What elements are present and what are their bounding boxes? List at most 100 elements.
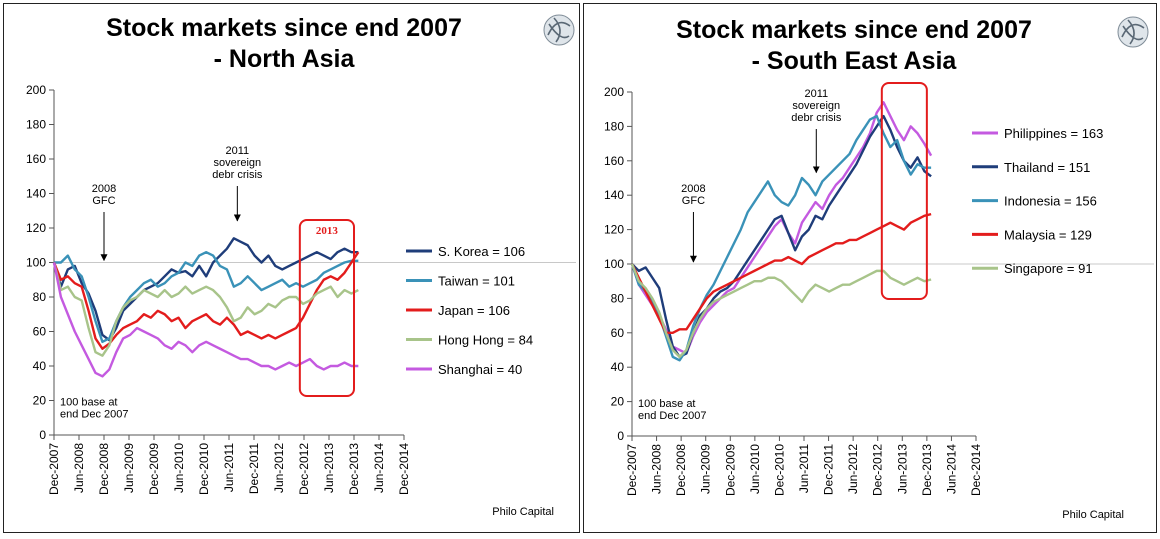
legend-label: Shanghai = 40 — [438, 362, 522, 377]
x-tick-label: Dec-2012 — [871, 444, 885, 496]
x-tick-label: Dec-2009 — [147, 443, 161, 495]
chart-title-line-1: Stock markets since end 2007 — [676, 16, 1032, 44]
x-tick-label: Jun-2013 — [895, 444, 909, 494]
logo-swirl — [1121, 19, 1145, 45]
series-line-indonesia — [630, 114, 932, 362]
annotation-line: 2011 — [804, 88, 828, 100]
base-note-line: end Dec 2007 — [638, 410, 707, 422]
y-tick-label: 60 — [611, 326, 625, 340]
base-note-line: end Dec 2007 — [60, 409, 129, 421]
y-tick-label: 120 — [26, 221, 46, 235]
x-tick-label: Dec-2008 — [97, 443, 111, 495]
x-tick-label: Dec-2013 — [347, 443, 361, 495]
chart-title-line-2: - North Asia — [214, 45, 356, 73]
x-tick-label: Dec-2013 — [920, 444, 934, 496]
chart-panel-north-asia: Stock markets since end 2007 - North Asia… — [3, 3, 580, 533]
x-tick-label: Dec-2007 — [47, 443, 61, 495]
y-tick-label: 140 — [26, 187, 46, 201]
x-tick-label: Jun-2011 — [797, 444, 811, 493]
y-tick-label: 40 — [33, 359, 47, 373]
annotation-line: 2008 — [681, 183, 705, 195]
legend-label: Singapore = 91 — [1004, 261, 1093, 276]
x-tick-label: Jun-2012 — [272, 443, 286, 493]
series-line-taiwan — [54, 250, 359, 344]
series-line-japan — [52, 251, 360, 350]
x-tick-label: Dec-2011 — [822, 444, 836, 495]
y-tick-label: 60 — [33, 325, 47, 339]
y-tick-label: 80 — [611, 291, 625, 305]
x-tick-label: Dec-2014 — [397, 443, 411, 495]
x-tick-label: Dec-2011 — [247, 443, 261, 494]
x-tick-label: Jun-2013 — [322, 443, 336, 493]
y-tick-label: 120 — [604, 223, 624, 237]
y-tick-label: 80 — [33, 290, 47, 304]
source-label: Philo Capital — [1062, 509, 1124, 521]
logo-circle — [543, 14, 575, 46]
x-tick-label: Jun-2014 — [372, 443, 386, 493]
y-tick-label: 100 — [604, 257, 624, 271]
annotation-line: debr crisis — [212, 169, 263, 181]
x-tick-label: Dec-2010 — [772, 444, 786, 496]
highlight-box — [298, 219, 356, 397]
y-tick-label: 40 — [611, 360, 625, 374]
x-tick-label: Jun-2010 — [172, 443, 186, 493]
legend-label: Japan = 106 — [438, 303, 510, 318]
x-tick-label: Jun-2011 — [222, 443, 236, 492]
legend-label: Taiwan = 101 — [438, 274, 515, 289]
series-line-shanghai — [52, 262, 359, 378]
logo-icon — [543, 14, 575, 46]
highlight-label: 2013 — [316, 225, 339, 237]
legend-label: Thailand = 151 — [1004, 160, 1090, 175]
series-line-singapore — [630, 263, 932, 359]
y-tick-label: 200 — [604, 85, 624, 99]
y-tick-label: 100 — [26, 256, 46, 270]
x-tick-label: Dec-2012 — [297, 443, 311, 495]
x-tick-label: Jun-2009 — [699, 444, 713, 494]
x-tick-label: Jun-2012 — [846, 444, 860, 494]
base-note-line: 100 base at — [60, 397, 118, 409]
legend-label: S. Korea = 106 — [438, 244, 525, 259]
logo-icon — [1117, 16, 1149, 48]
chart-title-line-2: - South East Asia — [752, 47, 958, 75]
series-line-hong-hong — [52, 262, 359, 357]
annotation-line: sovereign — [792, 100, 840, 112]
x-tick-label: Dec-2010 — [197, 443, 211, 495]
y-tick-label: 0 — [39, 428, 46, 442]
source-label: Philo Capital — [492, 506, 554, 518]
chart-panel-south-east-asia: Stock markets since end 2007 - South East… — [583, 3, 1157, 533]
annotation-line: 2011 — [226, 145, 250, 157]
annotation-line: debr crisis — [791, 112, 842, 124]
x-tick-label: Jun-2008 — [72, 443, 86, 493]
annotation-line: sovereign — [213, 157, 261, 169]
x-tick-label: Dec-2009 — [723, 444, 737, 496]
y-tick-label: 200 — [26, 83, 46, 97]
x-tick-label: Dec-2014 — [969, 444, 983, 496]
chart-south-east-asia: Stock markets since end 2007 - South East… — [604, 16, 1154, 521]
annotation-line: GFC — [682, 195, 705, 207]
x-tick-label: Dec-2008 — [674, 444, 688, 496]
legend-label: Indonesia = 156 — [1004, 194, 1097, 209]
x-tick-label: Dec-2007 — [625, 444, 639, 496]
chart-north-asia: Stock markets since end 2007 - North Asia… — [26, 14, 576, 518]
y-tick-label: 160 — [604, 154, 624, 168]
x-tick-label: Jun-2010 — [748, 444, 762, 494]
y-tick-label: 20 — [611, 395, 625, 409]
annotation-line: 2008 — [92, 183, 116, 195]
y-tick-label: 160 — [26, 152, 46, 166]
chart-title-line-1: Stock markets since end 2007 — [106, 14, 462, 42]
y-tick-label: 140 — [604, 188, 624, 202]
annotation-line: GFC — [92, 195, 115, 207]
legend-label: Hong Hong = 84 — [438, 333, 533, 348]
highlight-box — [880, 82, 928, 300]
legend-label: Philippines = 163 — [1004, 126, 1103, 141]
y-tick-label: 180 — [26, 118, 46, 132]
logo-circle — [1117, 16, 1149, 48]
y-tick-label: 0 — [617, 429, 624, 443]
x-tick-label: Jun-2014 — [944, 444, 958, 494]
series-line-thailand — [631, 114, 932, 359]
x-tick-label: Jun-2009 — [122, 443, 136, 493]
series-line-s-korea — [52, 237, 359, 342]
x-tick-label: Jun-2008 — [650, 444, 664, 494]
y-tick-label: 180 — [604, 119, 624, 133]
base-note-line: 100 base at — [638, 398, 696, 410]
